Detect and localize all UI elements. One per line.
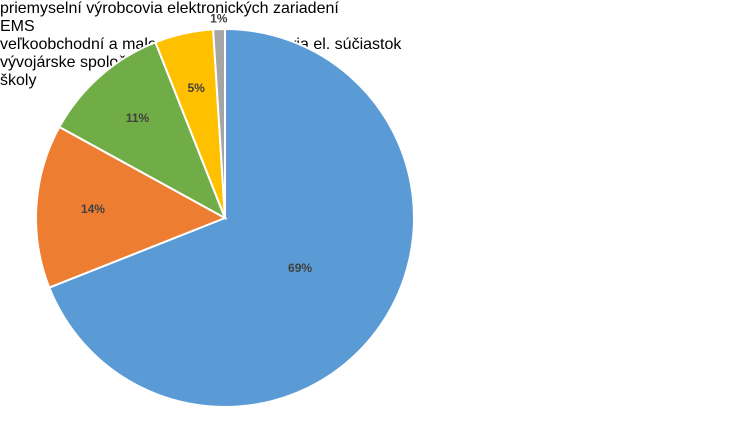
pie-slice [212,27,226,219]
legend-text: EMS [0,18,35,35]
legend-item: školy [0,72,736,90]
pie-slice [47,27,415,408]
data-label: 5% [187,81,205,95]
pie-slice [58,40,227,221]
data-label: 69% [288,261,312,275]
pie-slice [35,125,228,289]
legend-item: priemyselní výrobcovia elektronických za… [0,0,736,18]
data-label: 1% [210,11,228,25]
legend-text: priemyselní výrobcovia elektronických za… [0,0,339,17]
legend-item: EMS [0,18,736,36]
data-label: 14% [81,202,105,216]
data-label: 11% [126,111,150,125]
legend-text: školy [0,72,37,89]
